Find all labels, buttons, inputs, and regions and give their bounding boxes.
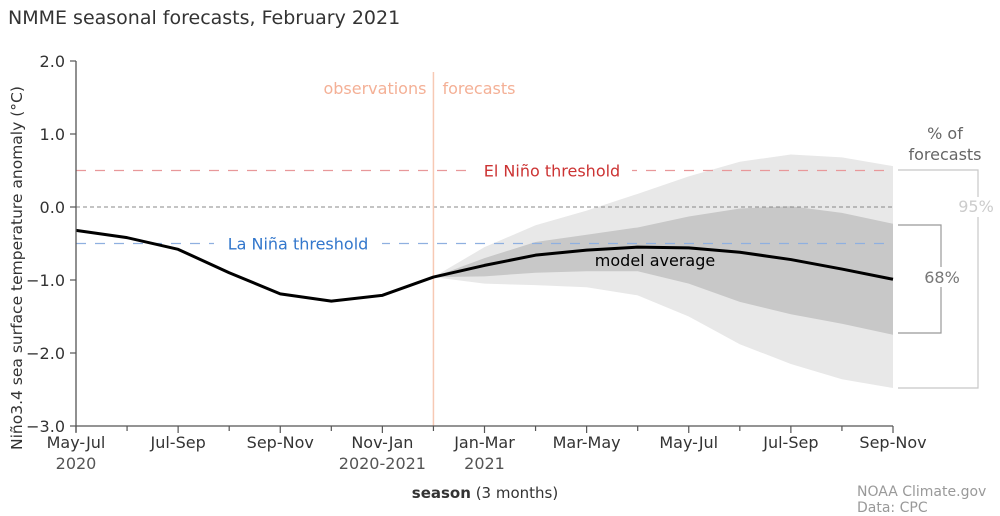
bracket-95 xyxy=(898,169,979,389)
x-axis-label: season (3 months) xyxy=(412,484,558,502)
x-tick-label: Sep-Nov xyxy=(859,433,926,452)
x-tick-year-label: 2020 xyxy=(56,454,97,473)
y-tick-label: 1.0 xyxy=(40,125,65,144)
y-tick-label: −2.0 xyxy=(26,344,65,363)
x-tick-label: May-Jul xyxy=(47,433,106,452)
credit-data: Data: CPC xyxy=(857,500,928,516)
y-tick-label: −1.0 xyxy=(26,271,65,290)
el-nino-threshold-label: El Niño threshold xyxy=(484,162,620,181)
chart-labels: % of forecasts 95% 68% xyxy=(898,124,996,389)
x-tick-label: Sep-Nov xyxy=(247,433,314,452)
threshold-lines: El Niño threshold La Niña threshold xyxy=(76,160,893,254)
data-lines: model average xyxy=(75,228,894,303)
la-nina-label-bg xyxy=(214,233,382,254)
x-tick-year-label: 2020-2021 xyxy=(339,454,426,473)
el-nino-label-bg xyxy=(472,160,632,181)
y-axis-label: Niño3.4 sea surface temperature anomaly … xyxy=(8,86,26,450)
observations-label: observations xyxy=(323,79,426,98)
x-tick-year-label: 2021 xyxy=(464,454,505,473)
model-average-line xyxy=(75,228,894,303)
y-tick-label: −3.0 xyxy=(26,417,65,436)
band-68-percent xyxy=(433,206,893,335)
x-tick-label: May-Jul xyxy=(659,433,718,452)
x-tick-label: Jul-Sep xyxy=(150,433,206,452)
chart-title: NMME seasonal forecasts, February 2021 xyxy=(8,7,400,29)
y-tick-label: 0.0 xyxy=(40,198,65,217)
x-tick-label: Mar-May xyxy=(553,433,621,452)
model-average-label: model average xyxy=(595,251,715,270)
forecast-spread-bands xyxy=(433,154,893,389)
label-68-bg xyxy=(923,267,961,287)
obs-forecast-divider: observations forecasts xyxy=(323,72,515,426)
legend-label-95: 95% xyxy=(958,197,994,216)
x-axis-label-rest: (3 months) xyxy=(471,484,558,502)
x-tick-label: Jul-Sep xyxy=(762,433,818,452)
x-tick-label: Jan-Mar xyxy=(453,433,515,452)
forecasts-label: forecasts xyxy=(442,79,515,98)
x-axis-label-bold: season xyxy=(412,484,471,502)
label-95-bg xyxy=(956,197,996,217)
la-nina-threshold-label: La Niña threshold xyxy=(228,235,369,254)
legend-title-line1: % of xyxy=(927,124,963,143)
y-tick-label: 2.0 xyxy=(40,52,65,71)
legend-title-line2: forecasts xyxy=(908,145,981,164)
legend-label-68: 68% xyxy=(924,268,960,287)
credit-source: NOAA Climate.gov xyxy=(857,484,986,500)
x-tick-label: Nov-Jan xyxy=(351,433,413,452)
